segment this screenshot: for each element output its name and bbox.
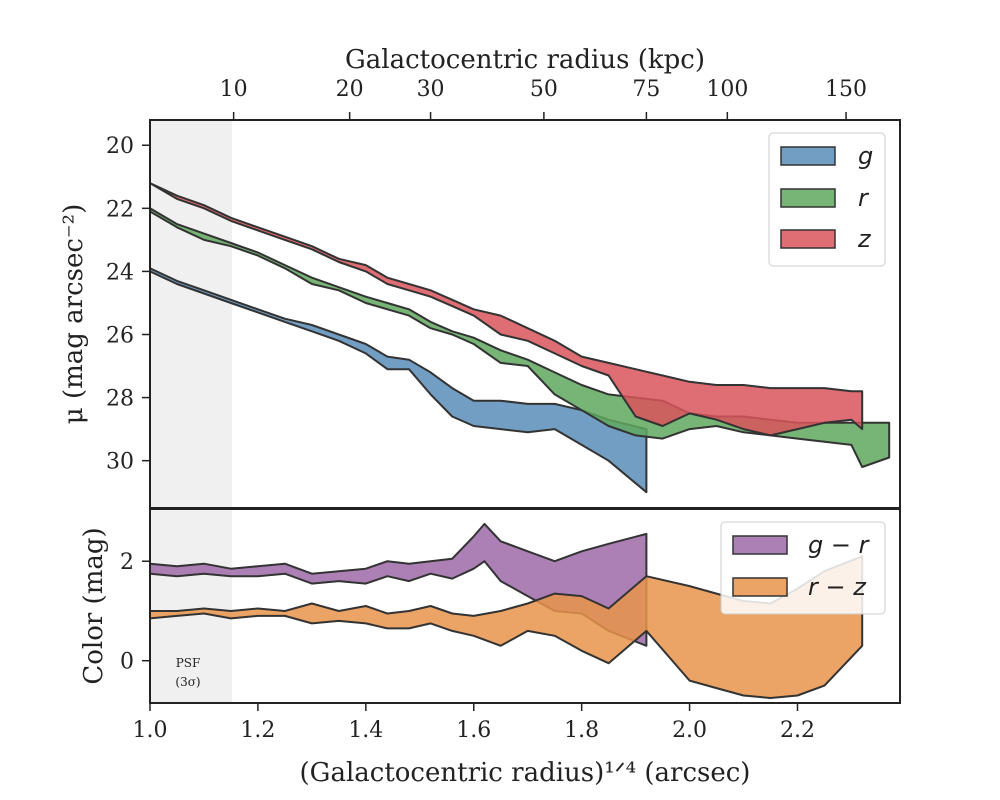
- top-xtick-label: 100: [706, 77, 748, 102]
- top-ytick-label: 26: [106, 324, 134, 349]
- bottom-y-axis-label: Color (mag): [79, 527, 109, 684]
- psf-sigma-label: (3σ): [175, 675, 200, 689]
- top-ytick-label: 24: [106, 260, 134, 285]
- band-g: [150, 267, 648, 494]
- top-xtick-label: 75: [632, 77, 660, 102]
- bottom-xtick-label: 1.8: [564, 718, 599, 743]
- band-rz: [150, 555, 864, 699]
- psf-region-top: [150, 120, 232, 508]
- bottom-xtick-label: 1.4: [348, 718, 383, 743]
- top-y-axis-label: μ (mag arcsec⁻²): [59, 204, 89, 424]
- psf-region-bottom: [150, 509, 232, 703]
- legend-label-g-r: g − r: [808, 531, 871, 559]
- legend-label-r: r: [858, 184, 870, 212]
- bottom-legend: g − r r − z: [720, 521, 886, 615]
- top-xtick-label: 150: [825, 77, 867, 102]
- bottom-xtick-label: 1.0: [133, 718, 168, 743]
- legend-swatch-r: [780, 188, 836, 208]
- legend-label-z: z: [857, 225, 872, 253]
- bottom-axes-frame: [149, 508, 901, 704]
- bottom-xtick-label: 2.0: [672, 718, 707, 743]
- bottom-xtick-label: 2.2: [780, 718, 815, 743]
- top-xtick-label: 50: [530, 77, 558, 102]
- bottom-x-axis-label: (Galactocentric radius)¹ᐟ⁴ (arcsec): [300, 758, 751, 788]
- top-xtick-label: 20: [336, 77, 364, 102]
- top-x-axis-label: Galactocentric radius (kpc): [345, 45, 705, 75]
- bottom-xtick-label: 1.2: [240, 718, 275, 743]
- top-xtick-label: 30: [417, 77, 445, 102]
- band-gr: [150, 522, 648, 647]
- legend-label-r-z: r − z: [808, 573, 867, 601]
- legend-swatch-g: [780, 146, 836, 166]
- top-panel: 20 22 24 26 28 30 10 20 30 50 75 100 150 Galactocen…: [59, 45, 901, 509]
- top-legend: g r z: [768, 132, 886, 267]
- band-r: [150, 207, 891, 468]
- legend-swatch-z: [780, 229, 836, 249]
- band-z: [150, 182, 864, 437]
- top-ytick-label: 28: [106, 387, 134, 412]
- bottom-xtick-label: 1.6: [456, 718, 491, 743]
- top-ytick-label: 30: [106, 450, 134, 475]
- top-xtick-label: 10: [220, 77, 248, 102]
- top-ytick-label: 20: [106, 134, 134, 159]
- bottom-ytick-label: 0: [120, 650, 134, 675]
- bottom-panel: 0 2 1.0 1.2 1.4 1.6 1.8 2.0 2.2 PSF (3σ) (Galac…: [79, 508, 901, 788]
- psf-label: PSF: [176, 656, 201, 670]
- bottom-ytick-label: 2: [120, 550, 134, 575]
- legend-swatch-g-r: [732, 535, 788, 555]
- legend-swatch-r-z: [732, 577, 788, 597]
- legend-label-g: g: [858, 142, 873, 170]
- top-ytick-label: 22: [106, 197, 134, 222]
